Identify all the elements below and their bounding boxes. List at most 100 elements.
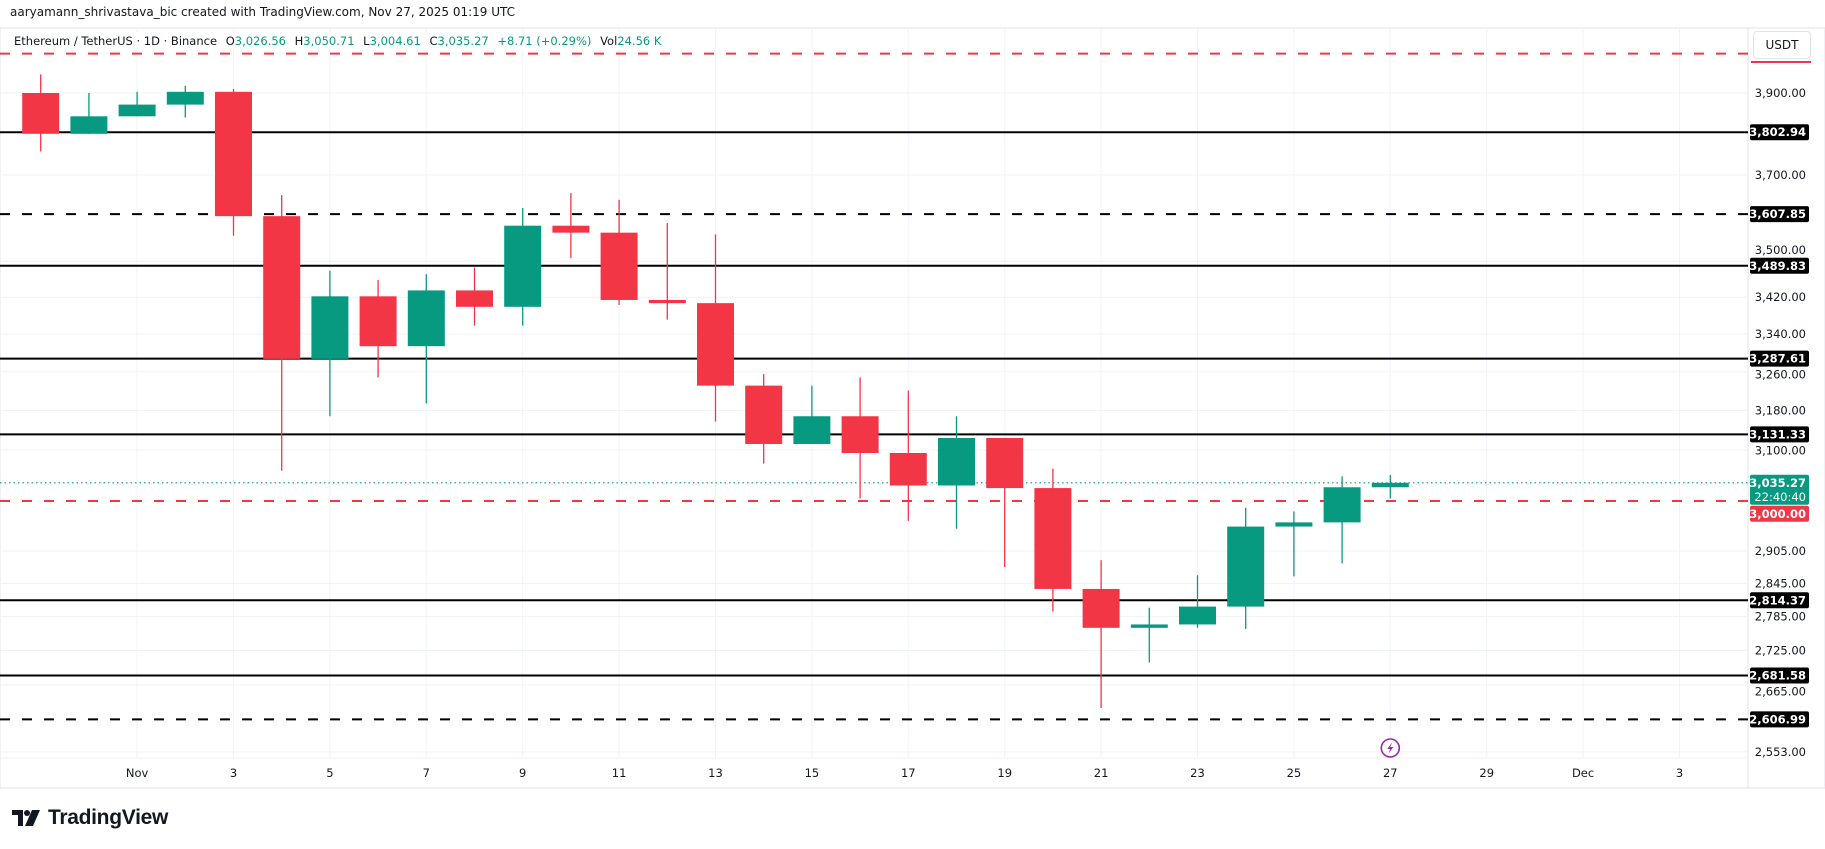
level-badge-label: 2,606.99 <box>1749 712 1806 726</box>
low-label: L <box>363 34 370 48</box>
tradingview-logo[interactable]: TradingView <box>12 806 168 830</box>
candle-2025-11-03 <box>215 89 252 236</box>
candle-2025-11-17 <box>889 390 927 521</box>
candle-2025-11-22 <box>1130 607 1168 663</box>
price-axis: 3,900.00 3,700.00 3,500.00 3,420.00 3,340.00… <box>1755 86 1806 759</box>
level-badge <box>1750 124 1809 141</box>
candle-body <box>1082 588 1120 628</box>
candle-body <box>1323 487 1361 523</box>
x-tick-label: 7 <box>423 766 430 780</box>
candle-body <box>456 290 493 307</box>
candle-body <box>407 290 445 347</box>
candle-2025-11-11 <box>600 199 638 305</box>
candle-body <box>793 416 831 444</box>
y-tick-label: 3,100.00 <box>1755 443 1806 457</box>
grid <box>0 27 1825 789</box>
level-badge <box>1750 206 1809 223</box>
y-tick-label: 2,845.00 <box>1755 576 1806 590</box>
high-label: H <box>294 34 304 48</box>
candle-2025-11-20 <box>1034 468 1072 612</box>
y-tick-label: 2,725.00 <box>1755 643 1806 657</box>
level-badge-label: 2,814.37 <box>1749 593 1806 607</box>
candle-2025-11-01 <box>118 91 156 117</box>
candle-body <box>1130 624 1168 628</box>
x-tick-label: 29 <box>1479 766 1494 780</box>
symbol-name[interactable]: Ethereum / TetherUS · 1D · Binance <box>14 34 218 48</box>
level-badge-label: 3,000.00 <box>1749 507 1806 521</box>
volume-label: Vol <box>600 34 618 48</box>
low-value: 3,004.61 <box>369 34 421 48</box>
close-label: C <box>429 34 438 48</box>
level-badge-label: 3,489.83 <box>1749 259 1806 273</box>
x-tick-label: 27 <box>1383 766 1398 780</box>
x-tick-label: 13 <box>708 766 723 780</box>
candle-2025-11-26 <box>1323 476 1361 564</box>
candle-body <box>311 296 349 359</box>
level-badge <box>1750 592 1809 609</box>
candle-2025-11-16 <box>841 377 879 499</box>
lightning-icon[interactable] <box>1380 738 1401 758</box>
candle-2025-11-06 <box>359 280 397 378</box>
level-badge <box>1750 667 1809 684</box>
level-badge-label: 2,681.58 <box>1749 668 1806 682</box>
lightning-bolt <box>1387 742 1394 754</box>
x-tick-label: 23 <box>1190 766 1205 780</box>
last-price-label: 3,035.27 <box>1749 476 1806 490</box>
y-tick-label: 2,553.00 <box>1755 745 1806 759</box>
y-tick-label: 2,785.00 <box>1755 610 1806 624</box>
x-tick-label: 3 <box>1676 766 1683 780</box>
candle-2025-11-08 <box>456 267 493 326</box>
last-price-badge <box>1750 474 1809 505</box>
y-tick-label: 3,180.00 <box>1755 403 1806 417</box>
high-value: 3,050.71 <box>303 34 355 48</box>
candle-2025-11-24 <box>1227 507 1265 629</box>
horizontal-levels <box>0 52 1748 721</box>
candle-2025-11-04 <box>263 195 301 471</box>
y-tick-label: 3,340.00 <box>1755 327 1806 341</box>
x-tick-label: 15 <box>805 766 820 780</box>
candle-body <box>986 437 1024 489</box>
candle-body <box>504 225 542 307</box>
price-badges: 3,802.94 3,607.85 3,489.83 3,287.61 3,131.33… <box>1749 124 1809 728</box>
tradingview-logo-text: TradingView <box>48 806 169 829</box>
currency-button[interactable]: USDT <box>1753 31 1811 59</box>
candle-body <box>1275 522 1313 527</box>
x-tick-label: 3 <box>230 766 237 780</box>
y-tick-label: 3,700.00 <box>1755 168 1806 182</box>
countdown-label: 22:40:40 <box>1754 490 1806 504</box>
level-badge <box>1750 426 1809 443</box>
candle-2025-11-13 <box>697 234 734 422</box>
chart-credit: aaryamann_shrivastava_bic created with T… <box>10 5 516 19</box>
candle-body <box>118 104 156 117</box>
candle-body <box>745 385 783 444</box>
candle-2025-11-23 <box>1179 575 1216 628</box>
x-tick-label: 5 <box>326 766 333 780</box>
symbol-legend[interactable]: Ethereum / TetherUS · 1D · Binance O3,02… <box>8 32 673 50</box>
candle-2025-10-30 <box>22 74 60 152</box>
candle-body <box>263 216 301 359</box>
candle-2025-11-10 <box>552 193 590 259</box>
candle-body <box>552 225 590 233</box>
candle-body <box>841 416 879 454</box>
candles <box>22 74 1409 709</box>
candle-body <box>648 299 686 304</box>
candle-2025-11-19 <box>986 437 1024 568</box>
x-tick-label: 11 <box>612 766 627 780</box>
candle-body <box>889 453 927 486</box>
x-tick-label: 9 <box>519 766 526 780</box>
currency-underline <box>1751 61 1811 63</box>
candle-body <box>938 437 975 486</box>
candle-body <box>600 232 638 300</box>
candle-body <box>1227 526 1265 607</box>
tradingview-logo-icon <box>12 810 40 826</box>
x-tick-label: 21 <box>1094 766 1109 780</box>
y-tick-label: 2,905.00 <box>1755 544 1806 558</box>
x-tick-label: Nov <box>126 766 149 780</box>
candle-2025-11-21 <box>1082 560 1120 709</box>
candle-body <box>166 91 204 105</box>
change-value: +8.71 (+0.29%) <box>497 34 592 48</box>
y-tick-label: 3,500.00 <box>1755 243 1806 257</box>
candle-2025-11-27 <box>1371 474 1409 499</box>
y-tick-label: 3,900.00 <box>1755 86 1806 100</box>
